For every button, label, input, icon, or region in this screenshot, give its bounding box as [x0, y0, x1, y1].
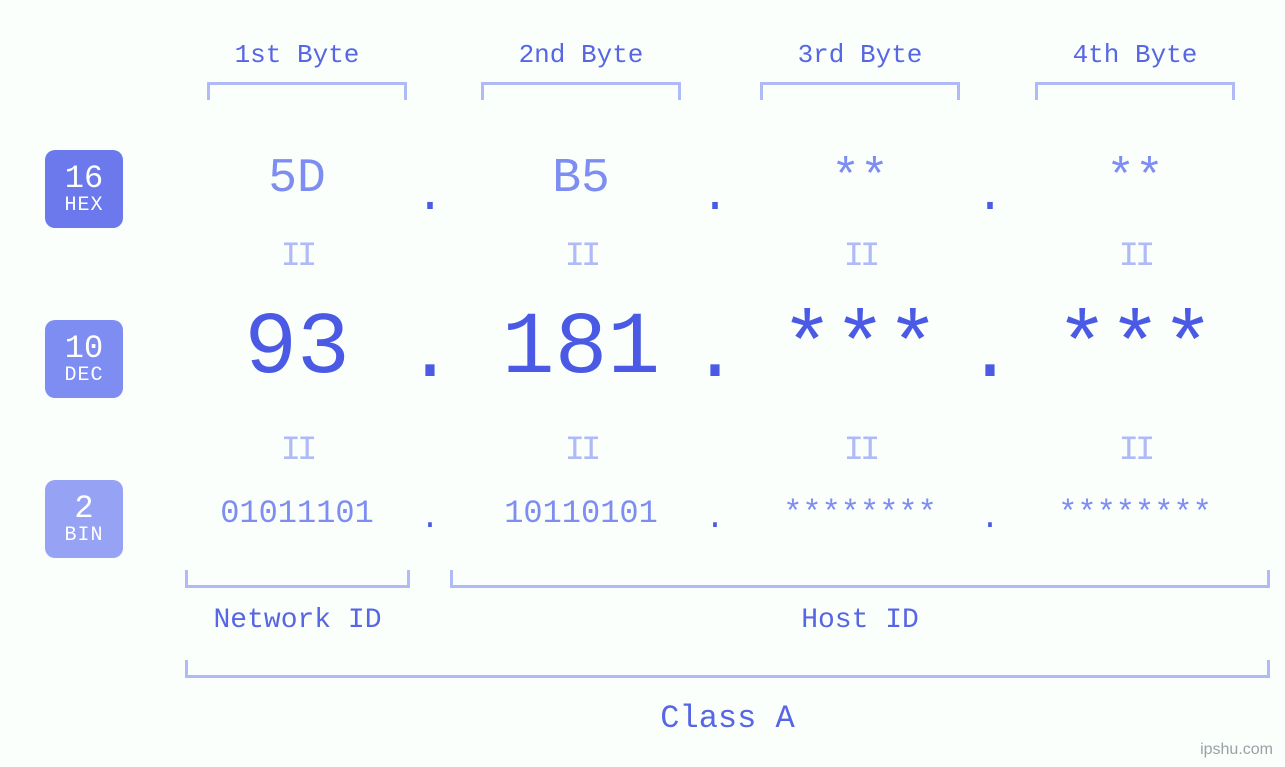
badge-dec-label: DEC — [64, 365, 103, 386]
byte-header-1: 1st Byte — [197, 40, 397, 70]
dec-b4: *** — [1025, 300, 1245, 399]
badge-bin-label: BIN — [64, 525, 103, 546]
eq-bot-1: II — [277, 432, 317, 470]
host-id-label: Host ID — [450, 605, 1270, 636]
bin-b4: ******** — [1015, 495, 1255, 532]
hex-dot-2: . — [700, 170, 730, 224]
dec-dot-1: . — [405, 310, 455, 401]
hex-dot-3: . — [975, 170, 1005, 224]
bin-dot-3: . — [980, 500, 1000, 537]
badge-bin-base: 2 — [74, 492, 93, 526]
hex-b1: 5D — [197, 152, 397, 206]
class-bracket — [185, 660, 1270, 678]
bin-dot-1: . — [420, 500, 440, 537]
byte-header-2: 2nd Byte — [481, 40, 681, 70]
dec-b1: 93 — [187, 300, 407, 399]
class-label: Class A — [185, 700, 1270, 737]
hex-dot-1: . — [415, 170, 445, 224]
eq-top-4: II — [1115, 238, 1155, 276]
byte-bracket-4 — [1035, 82, 1235, 100]
eq-top-3: II — [840, 238, 880, 276]
badge-hex-base: 16 — [65, 162, 103, 196]
eq-top-2: II — [561, 238, 601, 276]
bin-dot-2: . — [705, 500, 725, 537]
hex-b2: B5 — [481, 152, 681, 206]
bin-b2: 10110101 — [461, 495, 701, 532]
watermark: ipshu.com — [1200, 741, 1273, 759]
badge-bin: 2 BIN — [45, 480, 123, 558]
dec-dot-2: . — [690, 310, 740, 401]
byte-header-3: 3rd Byte — [760, 40, 960, 70]
network-bracket — [185, 570, 410, 588]
host-bracket — [450, 570, 1270, 588]
badge-hex: 16 HEX — [45, 150, 123, 228]
badge-hex-label: HEX — [64, 195, 103, 216]
byte-bracket-1 — [207, 82, 407, 100]
eq-top-1: II — [277, 238, 317, 276]
hex-b4: ** — [1035, 152, 1235, 206]
badge-dec: 10 DEC — [45, 320, 123, 398]
hex-b3: ** — [760, 152, 960, 206]
badge-dec-base: 10 — [65, 332, 103, 366]
eq-bot-2: II — [561, 432, 601, 470]
dec-dot-3: . — [965, 310, 1015, 401]
network-id-label: Network ID — [185, 605, 410, 636]
eq-bot-3: II — [840, 432, 880, 470]
dec-b3: *** — [750, 300, 970, 399]
bin-b1: 01011101 — [177, 495, 417, 532]
byte-bracket-2 — [481, 82, 681, 100]
bin-b3: ******** — [740, 495, 980, 532]
eq-bot-4: II — [1115, 432, 1155, 470]
byte-header-4: 4th Byte — [1035, 40, 1235, 70]
dec-b2: 181 — [471, 300, 691, 399]
byte-bracket-3 — [760, 82, 960, 100]
